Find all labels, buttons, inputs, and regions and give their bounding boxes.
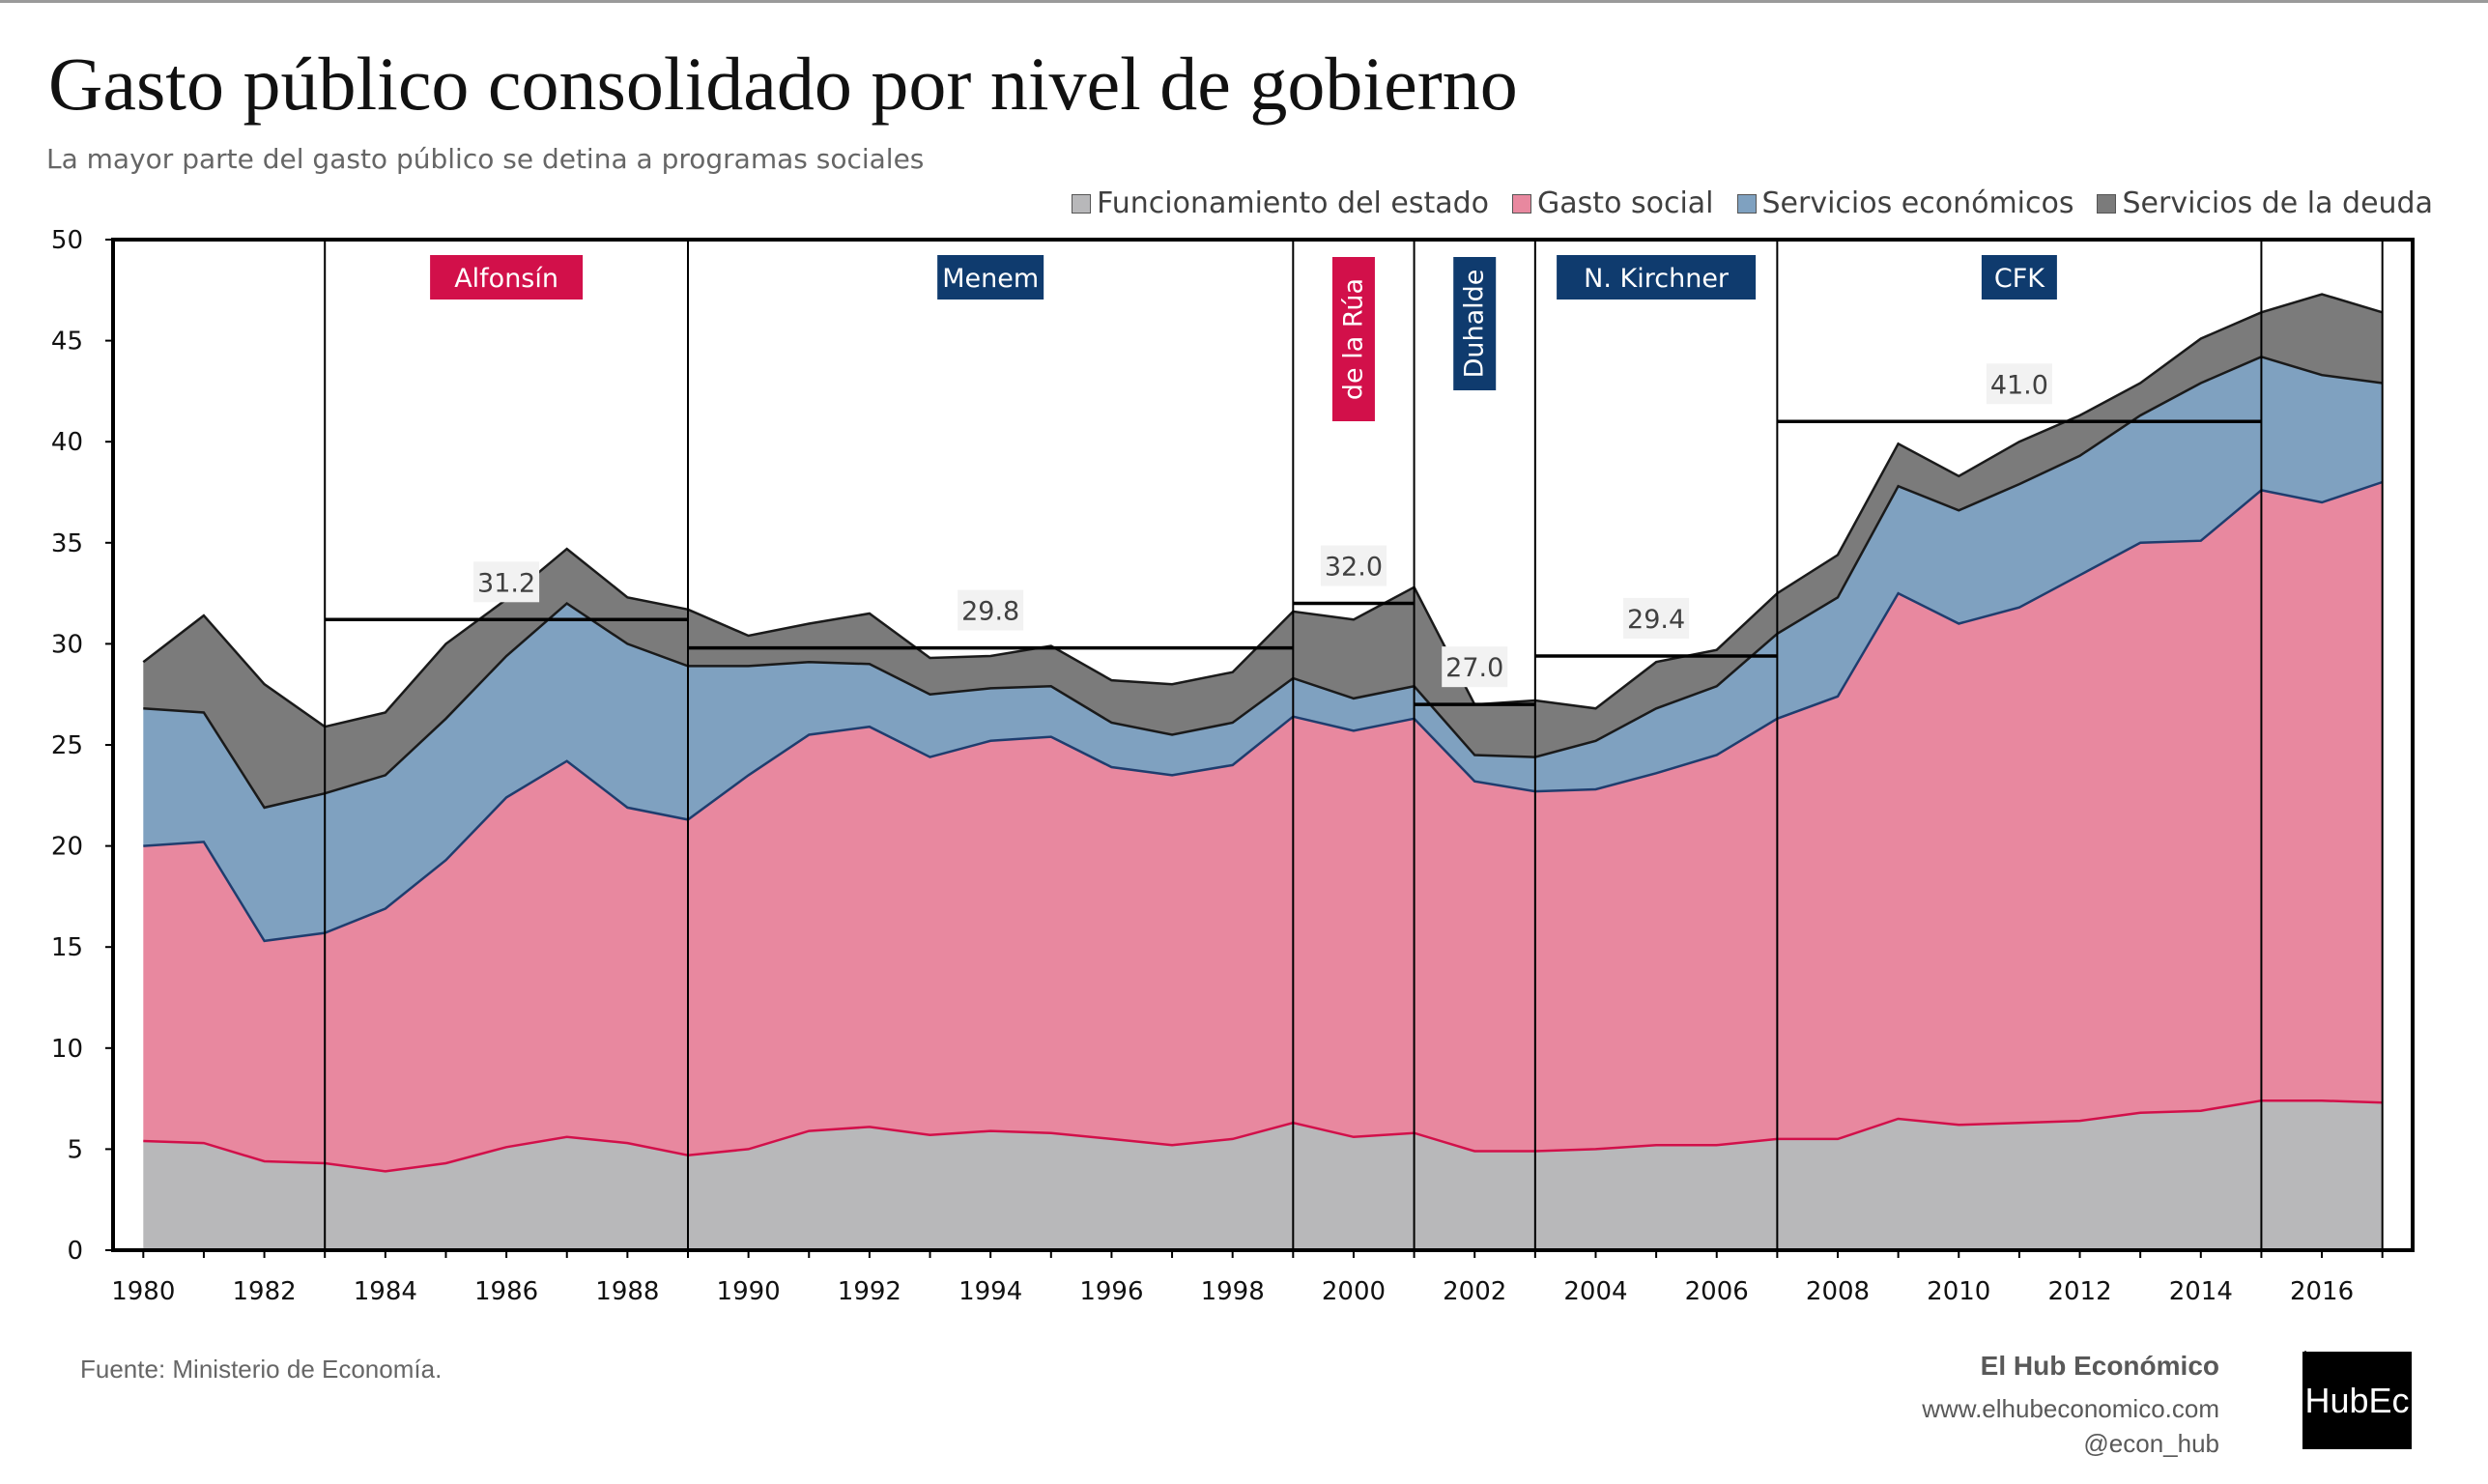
average-label-bg-0 [473,561,540,603]
legend-item-gasto-social: Gasto social [1512,186,1714,220]
average-label-bg-2 [1320,545,1387,586]
legend-swatch-servicios-economicos [1736,193,1757,214]
x-tick-label-15: 2010 [1927,1277,1990,1306]
period-label-4: N. Kirchner [1584,264,1730,294]
period-badge-1 [937,255,1044,300]
hubec-logo: HubEc [2302,1352,2412,1449]
x-tick-label-5: 1990 [717,1277,781,1306]
legend-item-funcionamiento: Funcionamiento del estado [1072,186,1489,220]
x-tick-label-0: 1980 [111,1277,175,1306]
legend-label-funcionamiento: Funcionamiento del estado [1097,186,1490,220]
period-label-1: Menem [942,264,1039,294]
period-badge-2 [1331,257,1375,421]
x-tick-label-4: 1988 [595,1277,659,1306]
x-tick-label-6: 1992 [838,1277,901,1306]
area-series-3 [143,294,2383,808]
x-tick-label-16: 2012 [2047,1277,2111,1306]
y-tick-label-9: 45 [51,328,83,357]
average-label-3: 27.0 [1445,653,1503,683]
y-tick-label-2: 10 [51,1035,83,1064]
area-series-1 [143,482,2383,1172]
y-tick-label-6: 30 [51,630,83,659]
line-series-0 [143,1099,2383,1173]
period-badge-0 [430,255,584,300]
x-tick-label-13: 2006 [1685,1277,1749,1306]
x-tick-label-9: 1998 [1201,1277,1265,1306]
average-label-4: 29.4 [1627,605,1685,635]
area-series-0 [143,1100,2383,1250]
average-label-2: 32.0 [1325,553,1383,583]
brand-handle: @econ_hub [2083,1429,2219,1458]
average-label-0: 31.2 [477,568,535,598]
y-tick-label-10: 50 [51,226,83,255]
period-badge-3 [1453,257,1497,390]
average-label-bg-1 [958,589,1024,631]
x-tick-label-12: 2004 [1563,1277,1627,1306]
legend-swatch-servicios-deuda [2097,193,2117,214]
brand-block: El Hub Económico www.elhubeconomico.com … [1922,1351,2219,1461]
x-tick-label-7: 1994 [958,1277,1022,1306]
x-tick-label-8: 1996 [1079,1277,1143,1306]
line-series-2 [143,355,2383,810]
x-tick-label-11: 2002 [1443,1277,1506,1306]
y-tick-label-5: 25 [51,731,83,760]
legend-item-servicios-economicos: Servicios económicos [1736,186,2074,220]
average-label-bg-5 [1986,363,2052,405]
x-tick-label-18: 2016 [2290,1277,2354,1306]
chart-title: Gasto público consolidado por nivel de g… [48,42,1518,126]
legend-label-servicios-economicos: Servicios económicos [1761,186,2074,220]
period-badge-5 [1981,255,2057,300]
y-tick-label-4: 20 [51,833,83,862]
chart-subtitle: La mayor parte del gasto público se deti… [46,143,925,175]
y-tick-label-8: 40 [51,428,83,457]
x-tick-label-3: 1986 [474,1277,538,1306]
period-label-2: de la Rúa [1338,278,1368,400]
y-tick-label-3: 15 [51,933,83,962]
x-tick-label-14: 2008 [1806,1277,1870,1306]
line-series-1 [143,480,2384,943]
x-tick-label-1: 1982 [232,1277,296,1306]
average-label-bg-3 [1442,646,1508,688]
legend-item-servicios-deuda: Servicios de la deuda [2097,186,2433,220]
y-tick-label-0: 0 [67,1237,83,1266]
period-label-0: Alfonsín [454,264,558,294]
average-label-1: 29.8 [961,597,1019,627]
period-badge-4 [1557,255,1757,300]
top-rule [0,0,2488,3]
average-label-bg-4 [1623,597,1690,639]
brand-name: El Hub Económico [1980,1351,2219,1381]
area-series-2 [143,357,2383,941]
period-label-5: CFK [1994,264,2045,294]
x-tick-label-17: 2014 [2169,1277,2233,1306]
average-label-5: 41.0 [1990,370,2048,400]
legend: Funcionamiento del estado Gasto social S… [1072,186,2433,220]
x-tick-label-2: 1984 [354,1277,417,1306]
source-note: Fuente: Ministerio de Economía. [80,1355,443,1384]
y-tick-label-7: 35 [51,529,83,558]
legend-swatch-funcionamiento [1072,193,1092,214]
legend-label-servicios-deuda: Servicios de la deuda [2122,186,2433,220]
period-label-3: Duhalde [1460,270,1490,379]
brand-website: www.elhubeconomico.com [1922,1394,2219,1423]
y-tick-label-1: 5 [67,1135,83,1164]
legend-label-gasto-social: Gasto social [1537,186,1714,220]
x-tick-label-10: 2000 [1322,1277,1386,1306]
legend-swatch-gasto-social [1512,193,1532,214]
